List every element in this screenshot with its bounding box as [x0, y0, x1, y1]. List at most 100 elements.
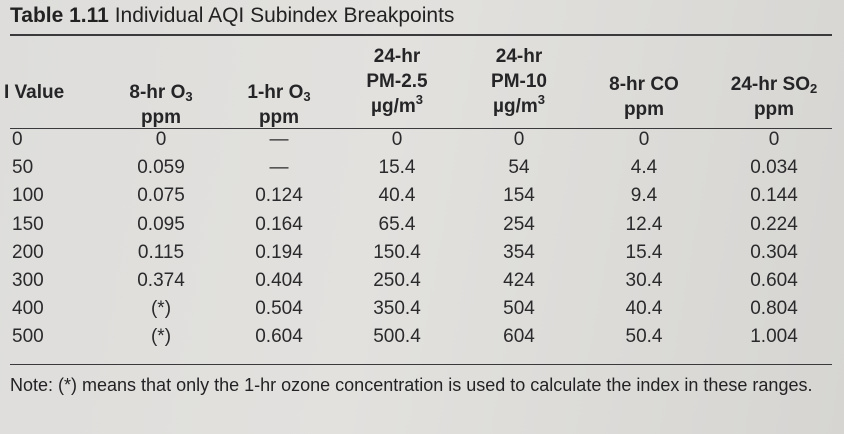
- header-superscript: 3: [415, 92, 423, 107]
- table-row: 50 0.059 — 15.4 54 4.4 0.034: [0, 154, 844, 182]
- table-cell: 300: [12, 270, 44, 291]
- table-row: 400 (*) 0.504 350.4 504 40.4 0.804: [0, 295, 844, 323]
- table-cell: 0.144: [750, 185, 798, 207]
- header-text: 24-hr SO: [730, 74, 810, 95]
- table-cell: 0: [513, 129, 525, 150]
- table-cell: 200: [12, 241, 44, 263]
- table-cell: 4.4: [630, 157, 658, 179]
- header-line: 24-hr: [373, 46, 421, 67]
- table-row: 100 0.075 0.124 40.4 154 9.4 0.144: [0, 182, 844, 210]
- table-cell: (*): [150, 298, 172, 320]
- table-cell: 500: [12, 326, 44, 348]
- table-row: 200 0.115 0.194 150.4 354 15.4 0.304: [0, 239, 844, 267]
- table-cell: 30.4: [625, 270, 663, 291]
- table-cell: 424: [503, 270, 535, 291]
- header-line: 24-hr SO2: [712, 72, 836, 97]
- header-line: 24-hr: [495, 46, 543, 67]
- table-cell: 504: [503, 298, 535, 320]
- table-cell: —: [269, 157, 289, 179]
- table-cell: 354: [503, 241, 535, 263]
- header-line: I Value: [4, 82, 65, 103]
- table-number: Table 1.11: [10, 4, 109, 27]
- table-cell: 0.059: [137, 157, 185, 179]
- table-cell: 0: [155, 129, 167, 150]
- header-8hr-o3: 8-hr O3 ppm: [106, 80, 216, 130]
- table-cell: 40.4: [378, 185, 416, 207]
- table-cell: 100: [12, 185, 44, 207]
- table-cell: 350.4: [373, 298, 421, 320]
- header-8hr-co: 8-hr CO ppm: [588, 72, 700, 122]
- header-text: 1-hr O: [247, 82, 304, 103]
- table-cell: 50: [12, 157, 34, 179]
- table-row: 150 0.095 0.164 65.4 254 12.4 0.224: [0, 211, 844, 239]
- top-rule: [10, 34, 832, 36]
- table-cell: 0.604: [255, 326, 303, 348]
- table-cell: 0.034: [750, 157, 798, 179]
- header-text: 8-hr O: [129, 82, 186, 103]
- header-line: 8-hr CO: [609, 74, 679, 95]
- header-subscript: 3: [185, 89, 193, 104]
- header-pm25: 24-hr PM-2.5 µg/m3: [342, 44, 452, 119]
- table-cell: 0.404: [255, 270, 303, 291]
- table-cell: 0.604: [750, 270, 798, 291]
- header-unit: µg/m3: [464, 92, 574, 119]
- table-cell: 0.115: [137, 241, 185, 263]
- table-cell: 0.804: [750, 298, 798, 320]
- table-cell: 150.4: [373, 241, 421, 263]
- header-1hr-o3: 1-hr O3 ppm: [224, 80, 334, 130]
- table-cell: 1.004: [750, 326, 798, 348]
- table-row: 0 0 — 0 0 0 0: [0, 126, 844, 154]
- header-text: µg/m: [371, 96, 416, 117]
- table-cell: 15.4: [625, 241, 663, 263]
- header-subscript: 3: [303, 89, 311, 104]
- table-row: 500 (*) 0.604 500.4 604 50.4 1.004: [0, 323, 844, 351]
- table-note: Note: (*) means that only the 1-hr ozone…: [10, 375, 813, 395]
- table-cell: 150: [12, 213, 44, 235]
- table-cell: 9.4: [630, 185, 658, 207]
- table-cell: 604: [503, 326, 535, 348]
- table-cell: 0: [638, 129, 650, 150]
- table-cell: (*): [150, 326, 172, 348]
- header-pm10: 24-hr PM-10 µg/m3: [464, 44, 574, 119]
- table-cell: 0.504: [255, 298, 303, 320]
- table-title: Individual AQI Subindex Breakpoints: [114, 4, 455, 27]
- table-cell: 0.164: [255, 213, 303, 235]
- table-cell: 0.075: [137, 185, 185, 207]
- table-cell: 0.304: [750, 241, 798, 263]
- header-24hr-so2: 24-hr SO2 ppm: [712, 72, 836, 122]
- header-line: 1-hr O3: [224, 80, 334, 105]
- header-subscript: 2: [809, 81, 818, 96]
- header-unit: ppm: [623, 99, 665, 120]
- table-cell: 65.4: [378, 213, 416, 235]
- header-text: µg/m: [493, 96, 538, 117]
- header-unit: ppm: [140, 107, 182, 128]
- table-cell: —: [269, 129, 289, 150]
- header-line: 8-hr O3: [106, 80, 216, 105]
- table-cell: 154: [503, 185, 535, 207]
- bottom-rule: [10, 364, 832, 365]
- table-cell: 0.124: [255, 185, 303, 207]
- table-cell: 12.4: [625, 213, 663, 235]
- table-cell: 254: [503, 213, 535, 235]
- table-cell: 250.4: [373, 270, 421, 291]
- table-cell: 40.4: [625, 298, 663, 320]
- table-cell: 15.4: [378, 157, 416, 179]
- table-cell: 54: [508, 157, 530, 179]
- table-cell: 0: [768, 129, 780, 150]
- table-cell: 0: [12, 129, 23, 150]
- header-rule: [10, 128, 832, 129]
- header-unit: ppm: [753, 99, 795, 120]
- table-cell: 400: [12, 298, 44, 320]
- header-superscript: 3: [537, 92, 545, 107]
- header-unit: µg/m3: [342, 92, 452, 119]
- table-caption: Table 1.11 Individual AQI Subindex Break…: [10, 4, 454, 28]
- table-cell: 0.095: [137, 213, 185, 235]
- table-cell: 0: [391, 129, 403, 150]
- header-i-value: I Value: [4, 80, 84, 105]
- table-cell: 0.224: [750, 213, 798, 235]
- table-cell: 0.194: [255, 241, 303, 263]
- header-line: PM-10: [491, 71, 547, 92]
- header-line: PM-2.5: [366, 71, 428, 92]
- table-cell: 50.4: [625, 326, 663, 348]
